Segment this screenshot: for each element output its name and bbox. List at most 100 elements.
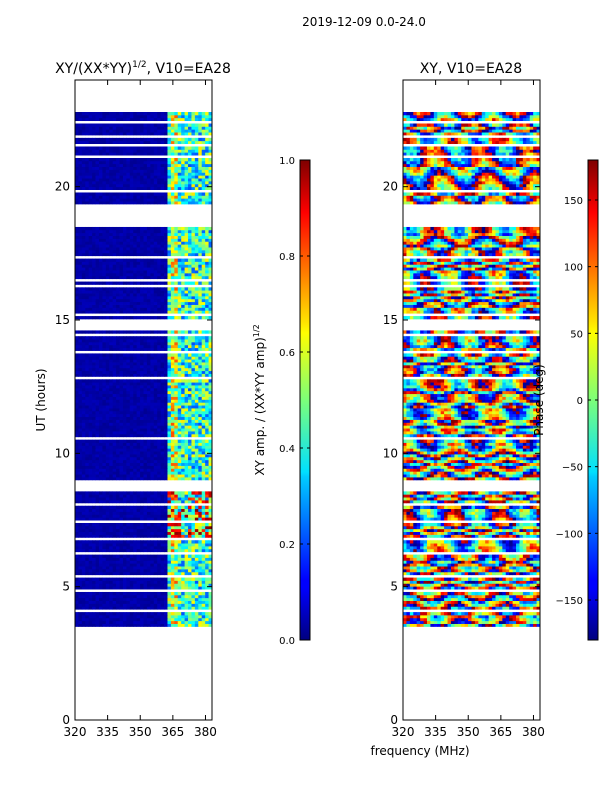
amplitude-cell: [164, 287, 168, 291]
amplitude-cell: [81, 290, 86, 294]
amplitude-cell: [205, 517, 209, 521]
amplitude-cell: [116, 514, 120, 518]
amplitude-cell: [129, 399, 134, 403]
amplitude-cell: [102, 186, 107, 190]
amplitude-cell: [105, 399, 110, 403]
amplitude-cell: [181, 433, 185, 438]
amplitude-cell: [201, 494, 206, 498]
amplitude-cell: [157, 310, 162, 314]
amplitude-cell: [98, 451, 103, 455]
amplitude-cell: [201, 439, 206, 443]
amplitude-cell: [95, 548, 100, 553]
amplitude-cell: [143, 620, 148, 624]
amplitude-cell: [184, 198, 189, 202]
amplitude-cell: [78, 341, 83, 346]
amplitude-cell: [208, 410, 213, 415]
amplitude-cell: [201, 491, 206, 495]
amplitude-cell: [98, 373, 103, 377]
amplitude-cell: [160, 402, 165, 406]
amplitude-cell: [78, 462, 83, 466]
amplitude-cell: [140, 307, 144, 311]
amplitude-cell: [160, 226, 165, 231]
amplitude-cell: [133, 543, 138, 547]
amplitude-cell: [109, 491, 114, 495]
amplitude-cell: [198, 566, 203, 570]
amplitude-cell: [75, 399, 79, 403]
amplitude-cell: [150, 451, 155, 455]
amplitude-cell: [177, 336, 182, 340]
amplitude-cell: [174, 497, 179, 501]
amplitude-cell: [208, 195, 213, 199]
amplitude-cell: [129, 264, 134, 268]
amplitude-cell: [102, 393, 107, 397]
amplitude-cell: [143, 367, 148, 372]
amplitude-cell: [75, 353, 79, 357]
amplitude-cell: [88, 477, 93, 481]
amplitude-cell: [167, 241, 172, 245]
amplitude-cell: [205, 603, 209, 607]
amplitude-cell: [105, 370, 110, 374]
amplitude-cell: [194, 422, 199, 426]
amplitude-cell: [160, 614, 165, 619]
amplitude-cell: [188, 247, 192, 251]
amplitude-cell: [160, 244, 165, 248]
amplitude-cell: [140, 525, 144, 530]
amplitude-cell: [191, 548, 196, 553]
amplitude-cell: [112, 468, 117, 472]
amplitude-cell: [140, 623, 144, 627]
amplitude-cell: [109, 379, 114, 383]
amplitude-cell: [109, 367, 114, 372]
amplitude-cell: [98, 304, 103, 308]
amplitude-cell: [170, 500, 175, 504]
amplitude-cell: [95, 442, 100, 446]
amplitude-cell: [85, 468, 90, 472]
amplitude-cell: [170, 477, 175, 481]
amplitude-cell: [184, 264, 189, 268]
amplitude-cell: [98, 264, 103, 268]
amplitude-cell: [167, 405, 172, 409]
amplitude-cell: [170, 359, 175, 363]
amplitude-cell: [150, 428, 155, 432]
amplitude-cell: [146, 180, 151, 185]
amplitude-cell: [170, 583, 175, 587]
amplitude-cell: [170, 454, 175, 458]
amplitude-cell: [92, 272, 96, 277]
amplitude-cell: [112, 241, 117, 245]
amplitude-cell: [109, 272, 114, 277]
amplitude-cell: [174, 410, 179, 415]
amplitude-cell: [160, 531, 165, 535]
amplitude-cell: [194, 623, 199, 627]
amplitude-cell: [75, 451, 79, 455]
amplitude-cell: [174, 356, 179, 360]
amplitude-cell: [194, 505, 199, 510]
amplitude-cell: [153, 385, 158, 389]
amplitude-cell: [208, 399, 213, 403]
amplitude-cell: [146, 192, 151, 196]
amplitude-cell: [191, 290, 196, 294]
amplitude-cell: [88, 293, 93, 297]
amplitude-cell: [194, 275, 199, 280]
amplitude-cell: [167, 186, 172, 190]
amplitude-cell: [167, 540, 172, 544]
amplitude-cell: [184, 442, 189, 446]
amplitude-cell: [140, 390, 144, 395]
amplitude-cell: [88, 356, 93, 360]
amplitude-cell: [170, 402, 175, 406]
amplitude-cell: [184, 425, 189, 429]
amplitude-cell: [208, 295, 213, 300]
amplitude-cell: [116, 583, 120, 587]
amplitude-cell: [170, 298, 175, 303]
amplitude-cell: [143, 580, 148, 584]
amplitude-cell: [201, 525, 206, 530]
amplitude-cell: [160, 290, 165, 294]
amplitude-cell: [177, 295, 182, 300]
amplitude-cell: [92, 617, 96, 622]
amplitude-cell: [191, 477, 196, 481]
amplitude-cell: [136, 330, 141, 334]
amplitude-cell: [188, 281, 192, 285]
amplitude-cell: [102, 336, 107, 340]
amplitude-cell: [133, 522, 138, 527]
amplitude-cell: [85, 583, 90, 587]
amplitude-cell: [191, 583, 196, 587]
amplitude-cell: [184, 451, 189, 455]
